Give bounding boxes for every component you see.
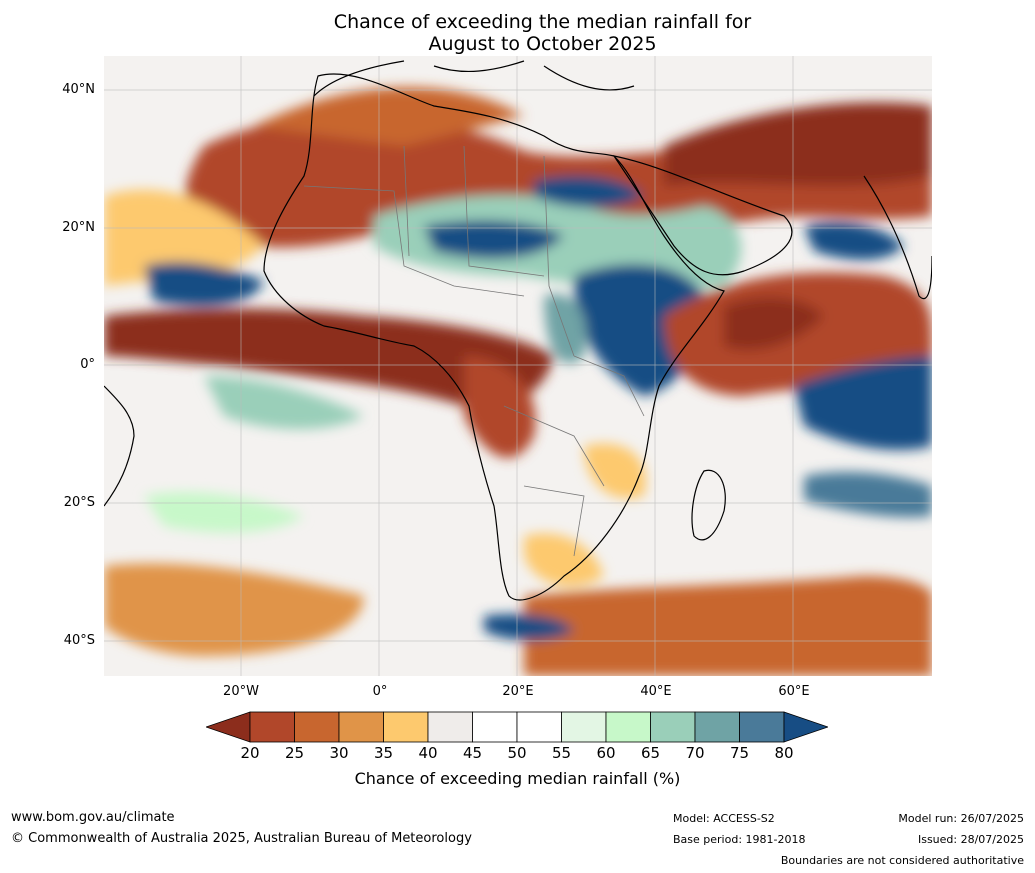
wet-region-south-atlantic-lower (144, 492, 304, 533)
model-run-date: Model run: 26/07/2025 (898, 812, 1024, 825)
india-coastline (863, 175, 932, 300)
probability-field (104, 87, 932, 676)
colorbar-segment (605, 711, 651, 743)
graticule (104, 56, 932, 676)
lon-label-20e: 20°E (502, 684, 534, 699)
dry-region-southern-ocean (524, 576, 932, 676)
copyright-text: © Commonwealth of Australia 2025, Austra… (11, 831, 472, 846)
map-title-line1: Chance of exceeding the median rainfall … (333, 11, 752, 33)
colorbar-tick-label: 65 (640, 744, 661, 762)
colorbar-segment (650, 711, 696, 743)
colorbar-segment (472, 711, 518, 743)
very-wet-region-arabian-sea (804, 222, 904, 260)
lat-label-0: 0° (80, 357, 95, 372)
lat-label-20n: 20°N (62, 220, 95, 235)
colorbar-segment (516, 711, 562, 743)
wet-region-indian-ocean-south (804, 471, 932, 518)
very-dry-region-horn (724, 297, 824, 350)
very-wet-region-sahel-west (424, 220, 564, 259)
colorbar-tick-label: 40 (418, 744, 438, 762)
lat-label-40s: 40°S (63, 633, 95, 648)
colorbar-segment (561, 711, 607, 743)
colorbar-segment (427, 711, 473, 743)
colorbar-segment (694, 711, 740, 743)
lon-label-0: 0° (372, 684, 388, 699)
lat-label-40n: 40°N (62, 82, 95, 97)
colorbar-segment (338, 711, 384, 743)
dry-region-middle-east (664, 102, 932, 186)
country-borders (303, 145, 645, 557)
dry-region-mediterranean (254, 87, 524, 146)
colorbar-tick-label: 70 (685, 744, 705, 762)
madagascar-coastline (691, 469, 726, 541)
colorbar-tick-label: 30 (329, 744, 349, 762)
colorbar-label: Chance of exceeding median rainfall (%) (354, 769, 681, 788)
colorbar-segment (739, 711, 785, 743)
colorbar-tick-label: 75 (729, 744, 750, 762)
colorbar-tick-label: 55 (551, 744, 572, 762)
very-wet-region-indian-ocean (794, 356, 932, 450)
africa-coastline (263, 73, 725, 601)
model-name: Model: ACCESS-S2 (673, 812, 775, 825)
boundary-disclaimer: Boundaries are not considered authoritat… (780, 854, 1024, 867)
base-period: Base period: 1981-2018 (673, 833, 806, 846)
moderate-dry-region-zambia (584, 443, 646, 499)
colorbar-segment (249, 711, 295, 743)
website-link[interactable]: www.bom.gov.au/climate (11, 810, 175, 825)
colorbar (206, 711, 828, 743)
colorbar-tick-label: 45 (462, 744, 483, 762)
colorbar-tick-label: 35 (373, 744, 394, 762)
colorbar-tick-label: 60 (596, 744, 616, 762)
map-svg (104, 56, 932, 676)
colorbar-segment (383, 711, 429, 743)
rainfall-probability-map (104, 56, 932, 676)
colorbar-segment (294, 711, 340, 743)
colorbar-arrow-low (206, 711, 251, 743)
wet-region-great-lakes (544, 294, 587, 364)
lon-label-60e: 60°E (778, 684, 810, 699)
very-wet-region-atlantic-west (144, 261, 264, 306)
map-title-line2: August to October 2025 (428, 33, 657, 55)
colorbar-tick-label: 50 (507, 744, 527, 762)
very-wet-region-cape (484, 614, 574, 641)
moderate-dry-region-southern-africa (524, 533, 604, 587)
colorbar-tick-label: 20 (240, 744, 260, 762)
very-dry-region-gulf-of-guinea (104, 308, 554, 409)
colorbar-arrow-high (783, 711, 828, 743)
colorbar-tick-label: 25 (284, 744, 305, 762)
south-america-coastline (104, 385, 135, 507)
very-wet-region-sahara-east (534, 176, 644, 208)
dry-region-congo (464, 356, 536, 458)
issued-date: Issued: 28/07/2025 (917, 833, 1024, 846)
moderate-dry-atlantic-north (104, 189, 264, 286)
europe-coastline (313, 60, 635, 97)
wet-region-south-atlantic (204, 376, 364, 430)
colorbar-tick-label: 80 (774, 744, 794, 762)
dry-region-south-atlantic (104, 563, 364, 656)
lon-label-40e: 40°E (640, 684, 672, 699)
lon-label-20w: 20°W (223, 684, 259, 699)
arabia-coastline (612, 155, 793, 276)
lat-label-20s: 20°S (63, 495, 95, 510)
